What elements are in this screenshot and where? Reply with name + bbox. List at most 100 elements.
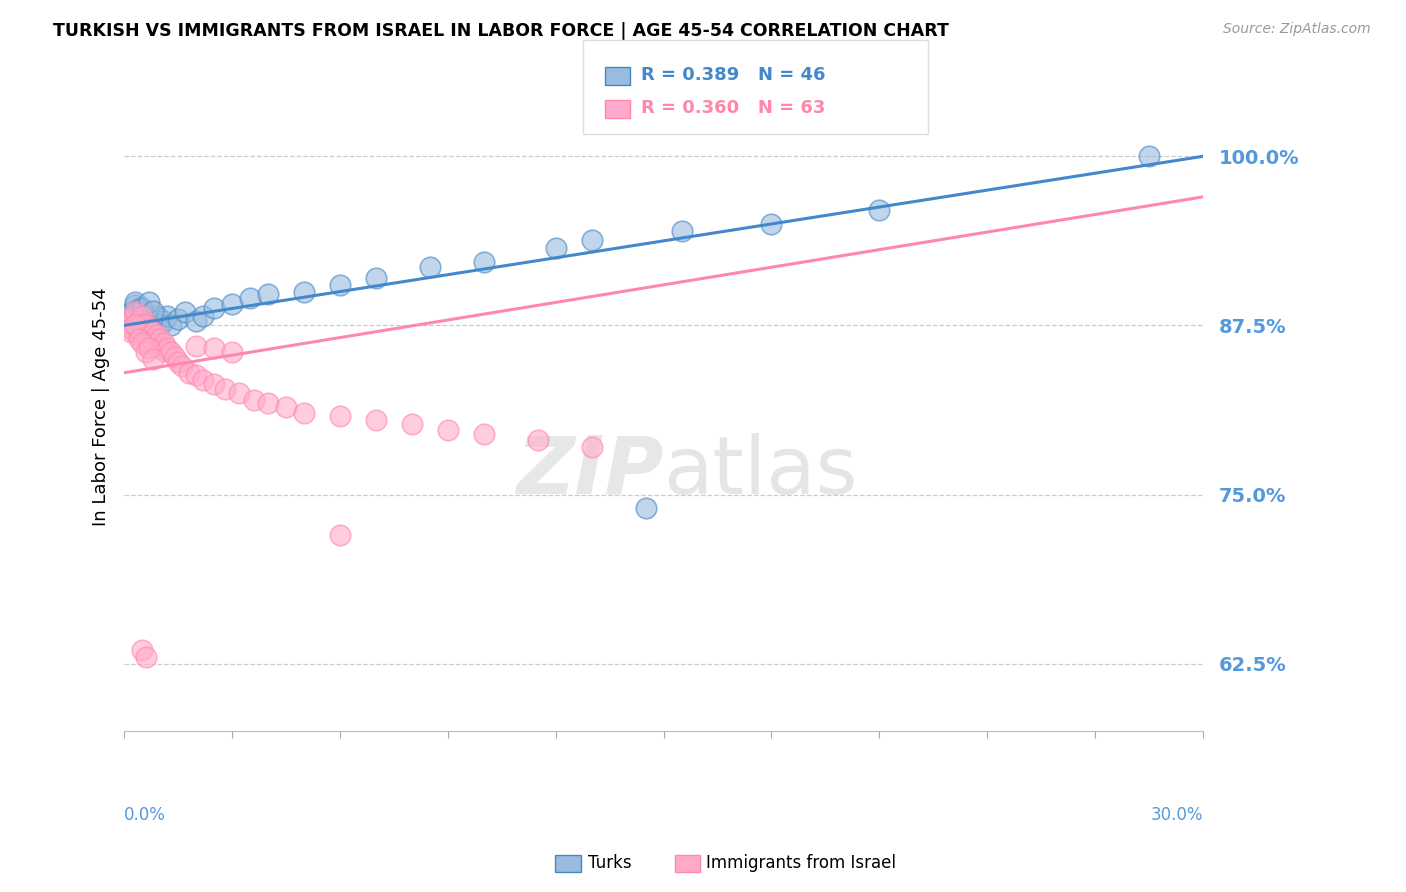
Point bbox=[138, 342, 160, 356]
Point bbox=[160, 345, 183, 359]
Point bbox=[131, 311, 153, 326]
Point bbox=[193, 372, 215, 386]
Point bbox=[128, 314, 150, 328]
Point bbox=[124, 318, 146, 333]
Text: R = 0.360   N = 63: R = 0.360 N = 63 bbox=[641, 99, 825, 117]
Text: R = 0.389   N = 46: R = 0.389 N = 46 bbox=[641, 66, 825, 84]
Text: atlas: atlas bbox=[664, 433, 858, 510]
Point bbox=[364, 271, 387, 285]
Point bbox=[186, 368, 208, 383]
Text: Immigrants from Israel: Immigrants from Israel bbox=[706, 855, 896, 872]
Point bbox=[671, 224, 693, 238]
Point bbox=[128, 332, 150, 346]
Point bbox=[131, 325, 153, 339]
Point bbox=[138, 336, 160, 351]
Point bbox=[135, 325, 157, 339]
Point bbox=[419, 260, 441, 275]
Point bbox=[761, 217, 783, 231]
Point bbox=[120, 314, 142, 328]
Point bbox=[145, 327, 167, 342]
Point bbox=[401, 417, 423, 432]
Point bbox=[228, 386, 250, 401]
Text: TURKISH VS IMMIGRANTS FROM ISRAEL IN LABOR FORCE | AGE 45-54 CORRELATION CHART: TURKISH VS IMMIGRANTS FROM ISRAEL IN LAB… bbox=[53, 22, 949, 40]
Point bbox=[135, 308, 157, 322]
Point bbox=[138, 327, 160, 342]
Point bbox=[242, 392, 264, 407]
Point bbox=[193, 309, 215, 323]
Point bbox=[145, 336, 167, 351]
Point bbox=[239, 291, 262, 305]
Point bbox=[156, 342, 179, 356]
Point bbox=[120, 305, 142, 319]
Point bbox=[131, 325, 153, 339]
Point bbox=[131, 336, 153, 351]
Point bbox=[131, 309, 153, 323]
Point bbox=[329, 277, 352, 292]
Point bbox=[120, 325, 142, 339]
Point bbox=[329, 528, 352, 542]
Point bbox=[581, 440, 603, 454]
Text: 0.0%: 0.0% bbox=[124, 805, 166, 823]
Point bbox=[142, 321, 165, 335]
Point bbox=[152, 336, 174, 351]
Text: 30.0%: 30.0% bbox=[1150, 805, 1204, 823]
Point bbox=[120, 322, 142, 336]
Point bbox=[581, 233, 603, 247]
Point bbox=[167, 355, 190, 369]
Point bbox=[149, 342, 172, 356]
Point bbox=[292, 285, 315, 299]
Point bbox=[156, 309, 179, 323]
Point bbox=[135, 318, 157, 333]
Point bbox=[437, 423, 460, 437]
Point bbox=[142, 325, 165, 339]
Point bbox=[135, 332, 157, 346]
Point bbox=[142, 352, 165, 367]
Point bbox=[138, 322, 160, 336]
Point bbox=[120, 314, 142, 328]
Point bbox=[124, 325, 146, 339]
Point bbox=[167, 311, 190, 326]
Point bbox=[145, 309, 167, 323]
Point bbox=[274, 400, 297, 414]
Point bbox=[138, 318, 160, 333]
Point bbox=[177, 366, 200, 380]
Point bbox=[124, 295, 146, 310]
Point bbox=[117, 311, 139, 326]
Point bbox=[117, 311, 139, 326]
Point bbox=[124, 318, 146, 333]
Point bbox=[292, 406, 315, 420]
Point bbox=[138, 295, 160, 310]
Point bbox=[128, 309, 150, 323]
Point bbox=[202, 301, 225, 315]
Point bbox=[221, 297, 243, 311]
Point bbox=[142, 303, 165, 318]
Point bbox=[124, 305, 146, 319]
Point bbox=[257, 395, 280, 409]
Point bbox=[1137, 149, 1160, 163]
Point bbox=[152, 344, 174, 359]
Point bbox=[214, 382, 236, 396]
Point bbox=[526, 434, 548, 448]
Point bbox=[131, 317, 153, 331]
Point bbox=[329, 409, 352, 423]
Point bbox=[364, 413, 387, 427]
Text: Source: ZipAtlas.com: Source: ZipAtlas.com bbox=[1223, 22, 1371, 37]
Point bbox=[186, 339, 208, 353]
Point bbox=[186, 314, 208, 328]
Point bbox=[160, 318, 183, 333]
Point bbox=[135, 345, 157, 359]
Point bbox=[128, 301, 150, 315]
Point bbox=[142, 332, 165, 346]
Point bbox=[128, 322, 150, 336]
Point bbox=[128, 327, 150, 342]
Point bbox=[202, 376, 225, 391]
Point bbox=[135, 314, 157, 328]
Point bbox=[131, 301, 153, 315]
Point bbox=[117, 318, 139, 333]
Point bbox=[149, 318, 172, 333]
Point bbox=[124, 298, 146, 312]
Point bbox=[142, 314, 165, 328]
Point bbox=[472, 255, 495, 269]
Point bbox=[634, 501, 657, 516]
Point bbox=[124, 322, 146, 336]
